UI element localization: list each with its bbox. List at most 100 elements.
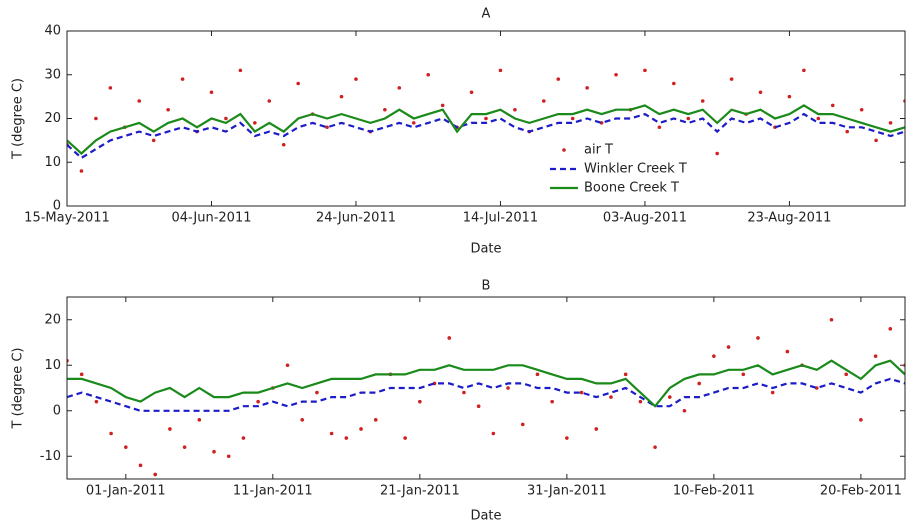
x-tick-label: 23-Aug-2011 [747,211,831,226]
air-point [686,116,691,121]
air-point [594,427,599,431]
air-point [484,116,488,121]
x-tick-label: 04-Jun-2011 [171,211,251,226]
air-point [359,427,363,431]
air-point [741,372,746,377]
air-point [758,90,763,95]
plot-area [67,317,905,477]
y-tick-label: 0 [53,199,61,214]
air-point [715,151,719,156]
air-point [672,81,676,86]
series-line [67,104,905,155]
x-tick-label: 15-May-2011 [24,211,110,226]
air-point [535,372,540,377]
series-line [67,377,905,412]
air-point [166,107,170,112]
air-point [556,77,561,81]
air-point [197,418,202,422]
air-point [79,372,84,377]
air-point [506,386,510,390]
air-point [212,449,216,454]
air-point [873,354,878,358]
air-point [513,107,517,112]
air-point [447,336,452,340]
axis-box [66,30,906,207]
air-point [829,317,834,322]
air-point [859,107,864,112]
x-axis-label: Date [470,242,501,257]
air-point [411,121,416,125]
air-point [550,399,554,404]
air-point [585,86,589,90]
air-point [623,372,628,377]
air-point [729,77,734,81]
air-point [787,94,792,99]
air-point [79,169,84,173]
air-point [643,68,647,73]
air-point [403,436,407,440]
x-tick-label: 24-Jun-2011 [316,211,396,226]
air-point [253,121,257,125]
panel-title: A [482,7,491,22]
air-point [579,390,584,395]
air-point [108,86,113,90]
air-point [440,103,445,108]
air-point [638,399,643,404]
air-point [281,142,286,147]
air-point [354,77,358,81]
air-point [844,372,848,377]
air-point [168,427,172,431]
air-point [700,99,705,103]
air-point [418,399,422,404]
air-point [109,431,113,436]
air-point [476,404,481,409]
air-point [785,349,790,354]
air-point [462,390,466,395]
air-point [426,72,431,77]
air-point [657,125,662,130]
air-point [339,94,344,99]
air-point [325,125,329,130]
x-tick-label: 11-Jan-2011 [233,484,313,499]
x-tick-label: 01-Jan-2011 [86,484,166,499]
legend-label: Boone Creek T [584,181,679,196]
air-point [315,390,319,395]
air-point [209,90,214,95]
plot-area [67,68,905,173]
air-point [816,116,821,121]
air-point [726,345,731,349]
air-point [802,68,806,73]
x-tick-label: 31-Jan-2011 [527,484,607,499]
y-tick-label: 10 [44,358,61,373]
x-tick-label: 10-Feb-2011 [673,484,755,499]
series-line [67,112,905,160]
air-point [397,86,402,90]
y-tick-label: 0 [53,403,61,418]
air-point [344,436,349,440]
x-tick-label: 20-Feb-2011 [820,484,902,499]
air-point [224,116,228,121]
air-point [653,445,657,449]
air-point [124,445,128,449]
air-point [614,72,618,77]
air-point [874,138,878,143]
air-point [609,395,613,399]
air-point [267,99,272,103]
x-tick-label: 03-Aug-2011 [603,211,687,226]
air-point [859,418,863,422]
legend-label: Winkler Creek T [584,162,687,177]
air-point [491,431,496,436]
air-point [541,99,546,103]
legend-swatch [562,148,566,152]
air-point [137,99,142,103]
axis-box [66,296,906,480]
air-point [138,463,143,468]
air-point [770,390,775,395]
y-tick-label: 20 [44,312,61,327]
air-point [520,422,525,427]
x-axis-label: Date [470,509,501,524]
air-point [565,436,569,440]
y-axis-label: T (degree C) [11,78,26,160]
air-point [94,116,98,121]
